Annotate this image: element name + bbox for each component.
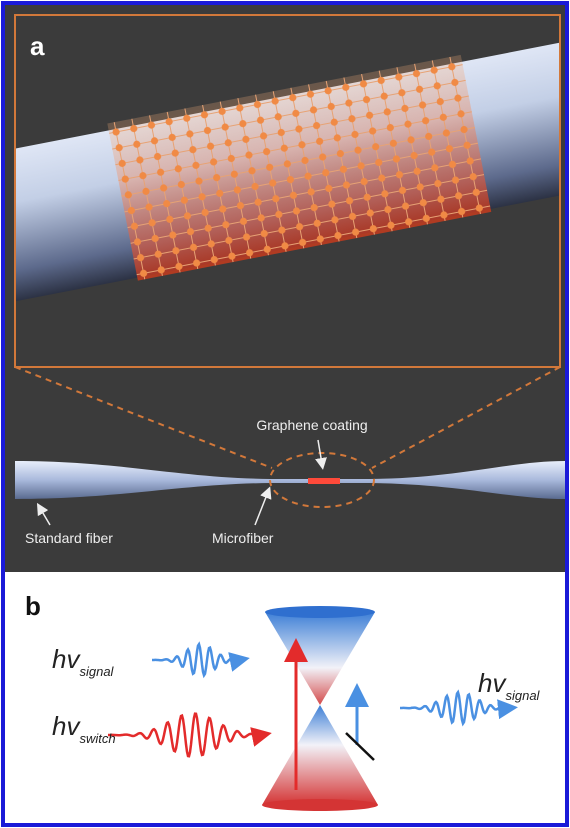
figure: a Graphene coating Standard fiber Microf…: [0, 0, 570, 828]
label: Microfiber: [212, 530, 274, 546]
graphene-coating: [308, 478, 340, 484]
panel-label: a: [30, 31, 45, 61]
symbol: hv: [52, 644, 81, 674]
label: Standard fiber: [25, 530, 113, 546]
page: a Graphene coating Standard fiber Microf…: [0, 0, 570, 828]
panel-label: b: [25, 591, 41, 621]
subscript: signal: [505, 688, 540, 703]
cone-bottom: [262, 799, 378, 811]
subscript: signal: [79, 664, 114, 679]
symbol: hv: [52, 711, 81, 741]
subscript: switch: [79, 731, 115, 746]
cone-top: [265, 606, 375, 618]
label: Graphene coating: [256, 417, 367, 433]
symbol: hv: [478, 668, 507, 698]
